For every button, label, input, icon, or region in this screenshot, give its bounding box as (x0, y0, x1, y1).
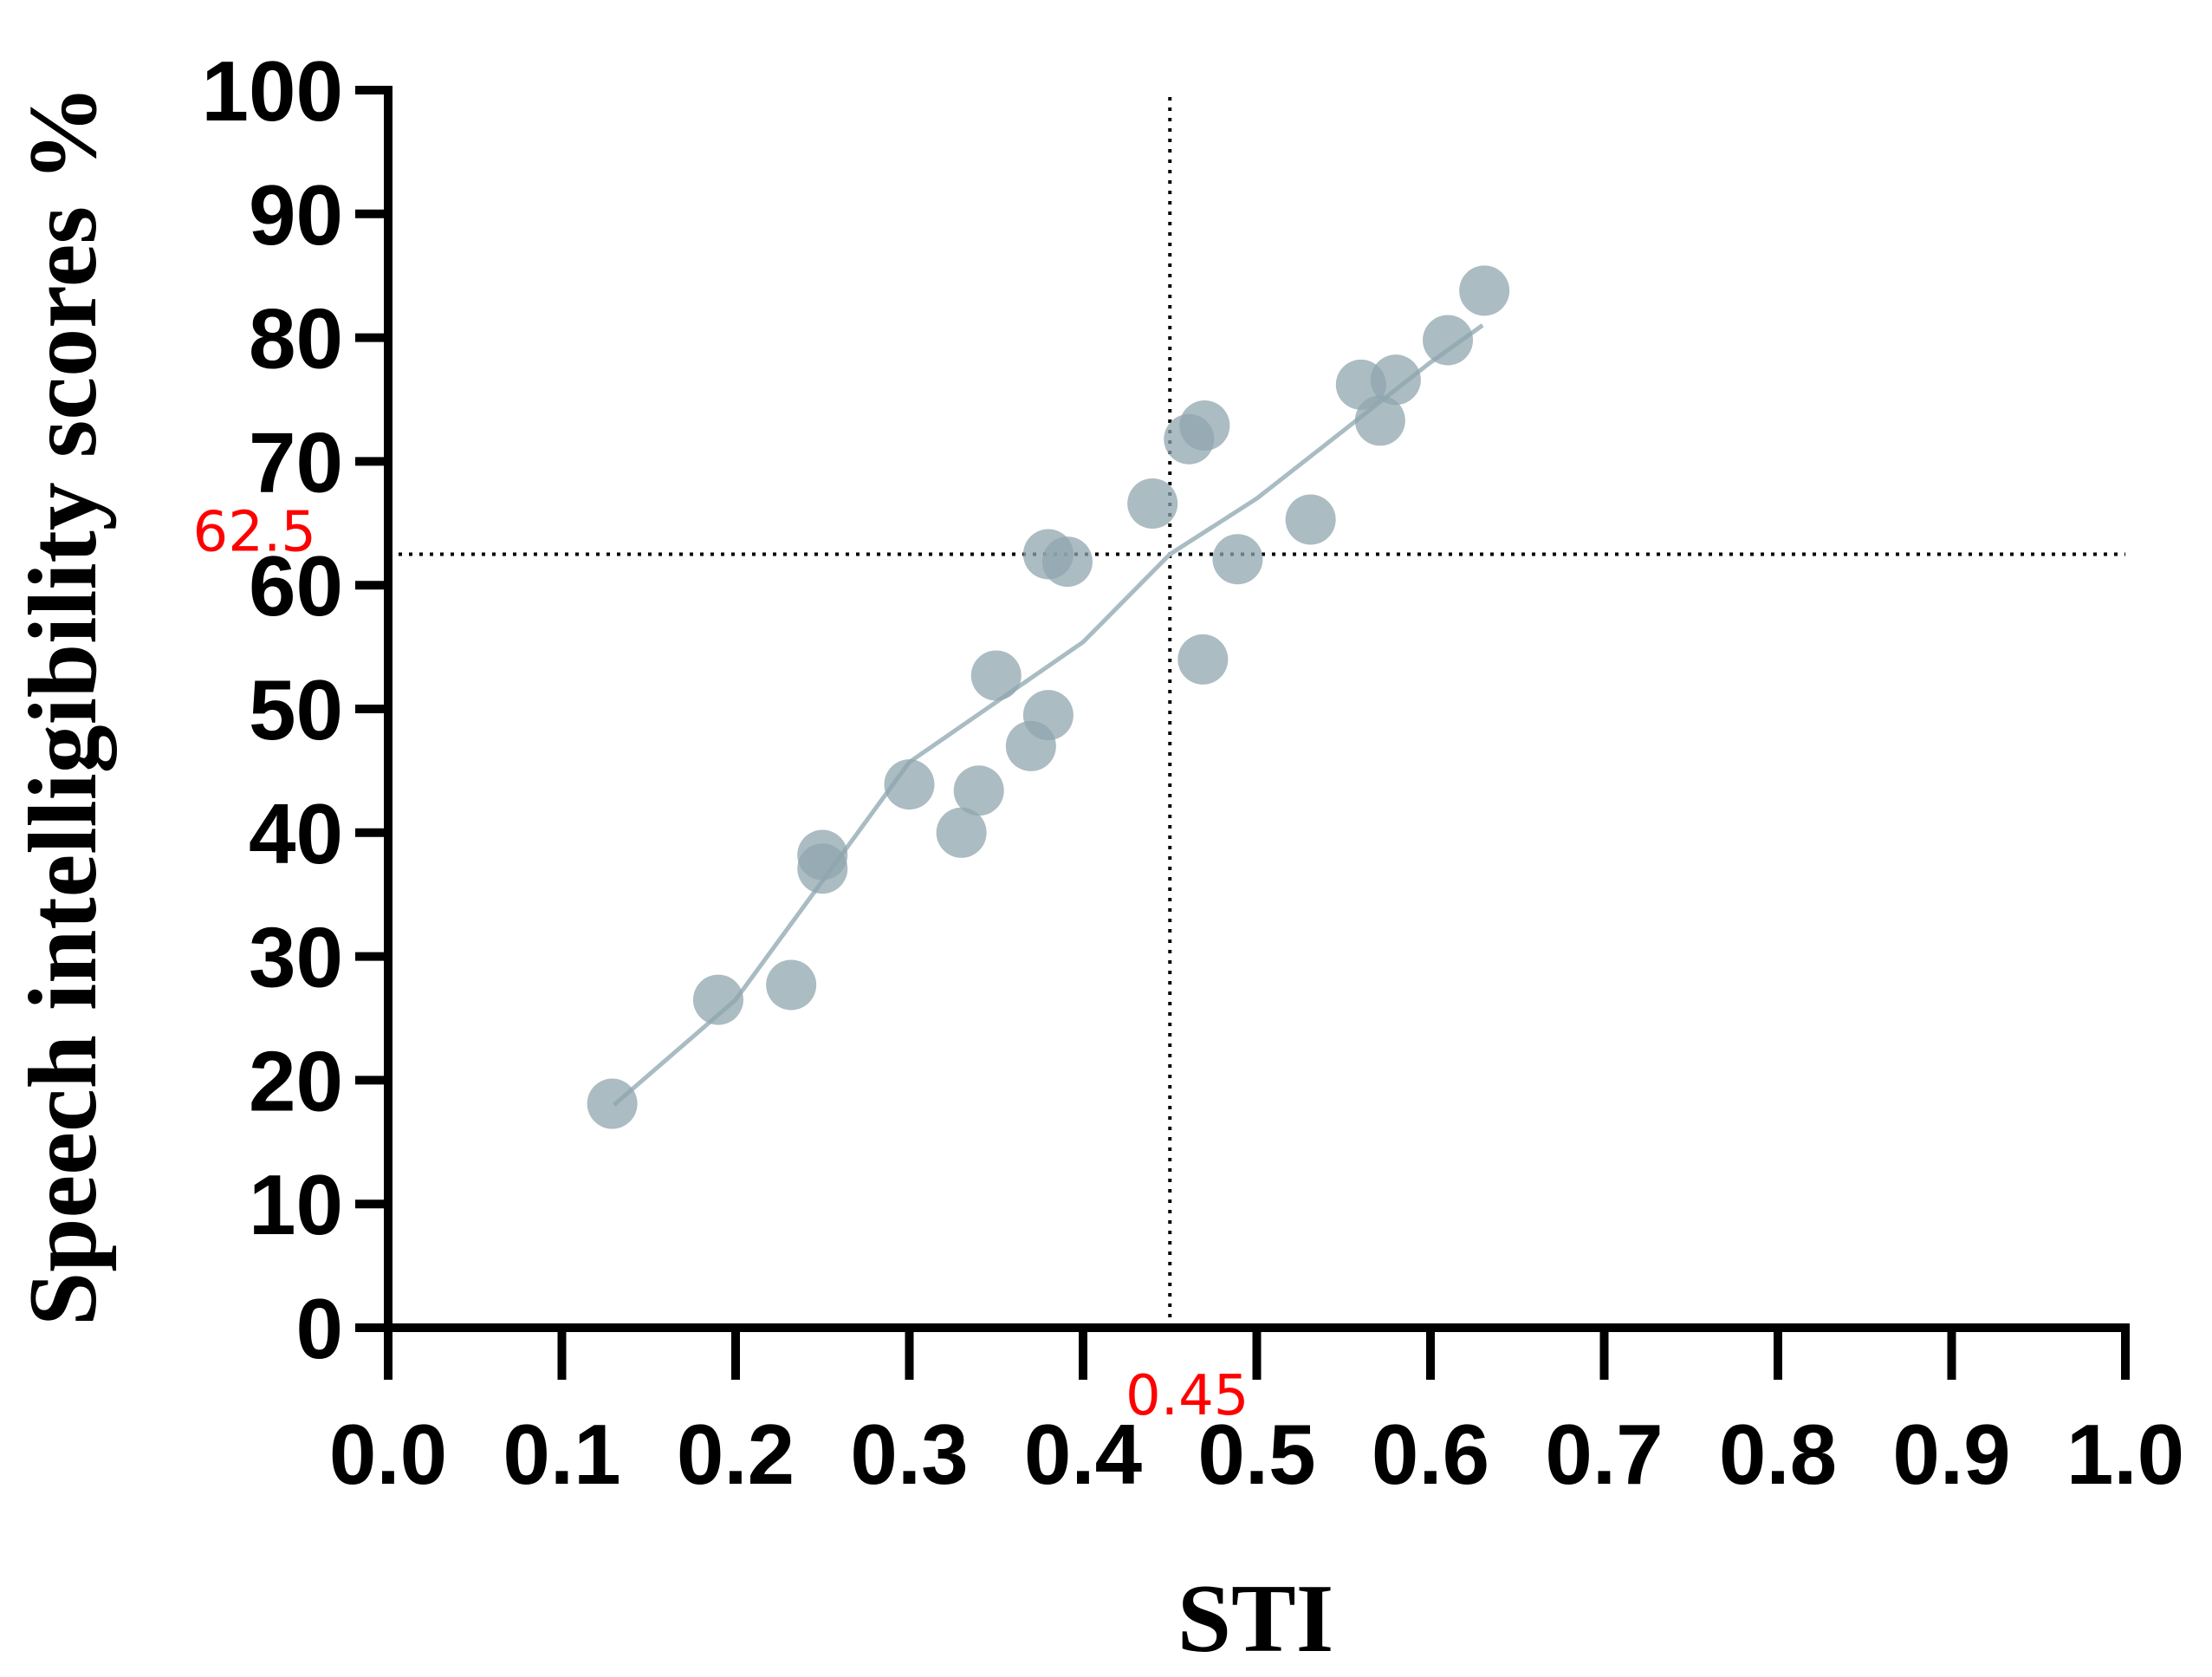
point (1127, 478, 1178, 529)
point (884, 759, 935, 810)
x-tick-label: 0.1 (503, 1407, 620, 1502)
point (953, 765, 1004, 816)
y-tick-label: 60 (249, 538, 343, 634)
reference-label: 62.5 (193, 501, 317, 565)
y-tick-label: 10 (249, 1157, 343, 1252)
point (1022, 690, 1074, 741)
x-tick-label: 0.0 (329, 1407, 447, 1502)
point (587, 1078, 638, 1129)
x-axis-title: STI (1177, 1565, 1334, 1673)
y-tick-label: 0 (295, 1281, 343, 1376)
y-tick-label: 50 (249, 662, 343, 757)
point (1212, 534, 1263, 585)
point (970, 650, 1022, 701)
point (797, 843, 848, 894)
y-tick-label: 40 (249, 786, 343, 881)
point (766, 959, 817, 1011)
reference-label: 0.45 (1125, 1364, 1249, 1428)
x-tick-label: 0.8 (1719, 1407, 1837, 1502)
point (1285, 494, 1336, 545)
x-tick-label: 0.2 (677, 1407, 795, 1502)
x-tick-label: 0.5 (1197, 1407, 1315, 1502)
y-tick-label: 20 (249, 1033, 343, 1128)
y-axis-title: Speech intelligibility scores % (10, 85, 117, 1326)
x-tick-label: 0.7 (1545, 1407, 1663, 1502)
point (1370, 354, 1421, 406)
y-tick-label: 100 (201, 43, 343, 139)
x-tick-label: 0.4 (1024, 1407, 1142, 1502)
point (936, 807, 987, 858)
point (1459, 265, 1510, 316)
point (1041, 536, 1093, 588)
y-tick-label: 70 (249, 414, 343, 510)
x-tick-label: 0.9 (1892, 1407, 2010, 1502)
y-tick-label: 80 (249, 291, 343, 387)
y-tick-label: 30 (249, 910, 343, 1005)
point (692, 974, 743, 1025)
point (1179, 400, 1230, 451)
point (1423, 315, 1474, 366)
x-tick-label: 0.6 (1372, 1407, 1489, 1502)
point (1354, 395, 1405, 446)
point (1177, 634, 1229, 685)
x-tick-label: 1.0 (2066, 1407, 2184, 1502)
y-tick-label: 90 (249, 167, 343, 263)
x-tick-label: 0.3 (850, 1407, 968, 1502)
